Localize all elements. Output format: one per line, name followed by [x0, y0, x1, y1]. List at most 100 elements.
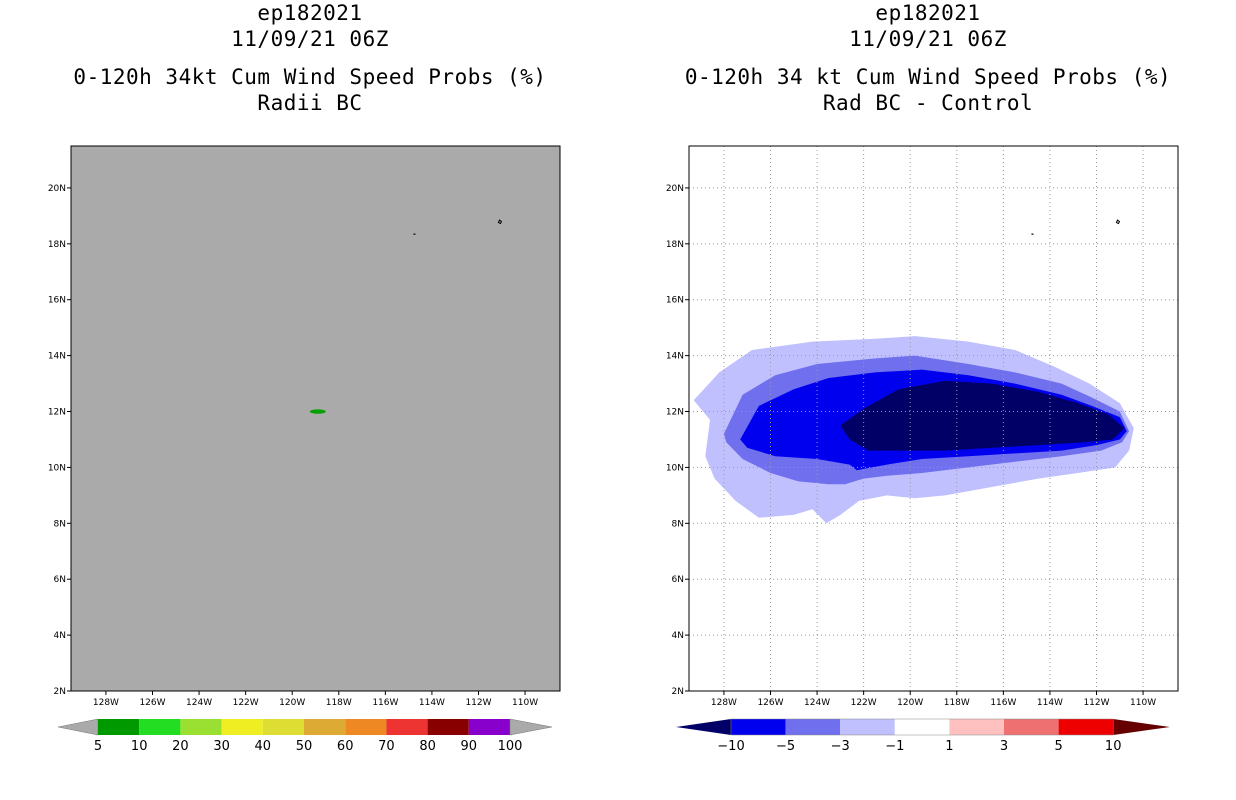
colorbar-swatch [304, 719, 346, 735]
colorbar-swatch [221, 719, 263, 735]
colorbar-label: 100 [498, 739, 523, 754]
x-tick-label: 120W [897, 698, 923, 708]
colorbar-end-low [57, 718, 99, 736]
x-tick-label: 128W [711, 698, 737, 708]
probability-blob [309, 409, 326, 414]
right-title-line3: 0-120h 34 kt Cum Wind Speed Probs (%) [684, 65, 1172, 89]
colorbar: 5 10 20 30 40 50 60 70 80 90 100 [57, 718, 553, 754]
colorbar-label: 20 [172, 739, 189, 754]
y-tick-label: 4N [54, 631, 66, 641]
x-tick-label: 114W [1037, 698, 1063, 708]
colorbar: −10 −5 −3 −1 1 3 5 10 [676, 718, 1170, 754]
y-tick-label: 6N [672, 575, 684, 585]
colorbar-swatch [345, 719, 387, 735]
left-title-line2: 11/09/21 06Z [231, 27, 389, 51]
colorbar-swatch [785, 719, 841, 735]
colorbar-swatch [468, 719, 510, 735]
colorbar-label: −3 [831, 739, 850, 754]
x-tick-label: 120W [279, 698, 305, 708]
y-tick-label: 8N [54, 519, 66, 529]
colorbar-label: 10 [131, 739, 148, 754]
colorbar-label: −1 [885, 739, 904, 754]
colorbar-label: 90 [461, 739, 478, 754]
colorbar-end-low [676, 719, 731, 735]
y-tick-label: 16N [666, 296, 684, 306]
colorbar-end-high [1113, 719, 1170, 735]
colorbar-label: −5 [776, 739, 795, 754]
colorbar-swatch [1058, 719, 1114, 735]
left-title-line1: ep182021 [257, 1, 363, 25]
right-title: ep182021 11/09/21 06Z 0-120h 34 kt Cum W… [658, 0, 1198, 116]
x-tick-label: 112W [465, 698, 491, 708]
x-tick-label: 122W [233, 698, 259, 708]
y-tick-label: 10N [666, 463, 684, 473]
colorbar-label: −10 [717, 739, 744, 754]
plot-frame [688, 145, 1179, 692]
island-outline [1115, 219, 1121, 225]
y-tick-label: 18N [666, 240, 684, 250]
colorbar-swatch [427, 719, 469, 735]
right-title-line1: ep182021 [875, 1, 981, 25]
x-tick-label: 128W [93, 698, 119, 708]
x-tick-label: 112W [1083, 698, 1109, 708]
y-tick-label: 14N [48, 352, 66, 362]
colorbar-label: 5 [1054, 739, 1062, 754]
x-tick-label: 110W [512, 698, 538, 708]
colorbar-end-high [509, 718, 553, 736]
chart-panel-1: 128W 126W 124W 122W 120W 118W 116W 114W 112W 110W… [48, 145, 561, 754]
colorbar-swatch [949, 719, 1004, 735]
island-marker [1031, 233, 1034, 235]
colorbar-swatch [139, 719, 181, 735]
colorbar-swatch [1004, 719, 1059, 735]
colorbar-swatch [180, 719, 222, 735]
y-tick-label: 12N [666, 408, 684, 418]
y-tick-label: 12N [48, 408, 66, 418]
left-title-line3: 0-120h 34kt Cum Wind Speed Probs (%) [73, 65, 547, 89]
colorbar-swatch [98, 719, 140, 735]
y-tick-label: 8N [672, 519, 684, 529]
chart-panel-2: 128W 126W 124W 122W 120W 118W 116W 114W 112W 110W… [666, 145, 1179, 754]
colorbar-label: 40 [255, 739, 272, 754]
x-tick-label: 124W [804, 698, 830, 708]
x-tick-label: 126W [139, 698, 165, 708]
colorbar-swatch [386, 719, 428, 735]
colorbar-label: 3 [1000, 739, 1008, 754]
colorbar-swatch [731, 719, 786, 735]
colorbar-swatch [262, 719, 304, 735]
x-tick-label: 118W [326, 698, 352, 708]
x-tick-label: 116W [990, 698, 1016, 708]
x-tick-label: 122W [851, 698, 877, 708]
x-tick-label: 110W [1130, 698, 1156, 708]
contour-region [840, 380, 1125, 451]
x-tick-label: 126W [757, 698, 783, 708]
plot-frame [70, 145, 561, 692]
x-tick-label: 114W [419, 698, 445, 708]
y-tick-label: 18N [48, 240, 66, 250]
plot-area [71, 146, 560, 691]
y-tick-label: 20N [48, 184, 66, 194]
colorbar-swatch [894, 719, 950, 735]
x-tick-label: 116W [372, 698, 398, 708]
colorbar-label: 30 [213, 739, 230, 754]
left-title: ep182021 11/09/21 06Z 0-120h 34kt Cum Wi… [40, 0, 580, 116]
y-tick-label: 6N [54, 575, 66, 585]
island-outline [497, 219, 503, 225]
right-title-line4: Rad BC - Control [822, 91, 1034, 115]
colorbar-label: 50 [296, 739, 313, 754]
colorbar-label: 60 [337, 739, 354, 754]
colorbar-swatch [840, 719, 895, 735]
island-marker [413, 233, 416, 235]
y-tick-label: 20N [666, 184, 684, 194]
y-tick-label: 2N [672, 687, 684, 697]
y-tick-label: 14N [666, 352, 684, 362]
y-tick-label: 2N [54, 687, 66, 697]
colorbar-label: 1 [945, 739, 953, 754]
x-tick-label: 118W [944, 698, 970, 708]
colorbar-label: 70 [378, 739, 395, 754]
x-tick-label: 124W [186, 698, 212, 708]
right-title-line2: 11/09/21 06Z [849, 27, 1007, 51]
y-tick-label: 16N [48, 296, 66, 306]
y-tick-label: 4N [672, 631, 684, 641]
left-title-line4: Radii BC [257, 91, 363, 115]
